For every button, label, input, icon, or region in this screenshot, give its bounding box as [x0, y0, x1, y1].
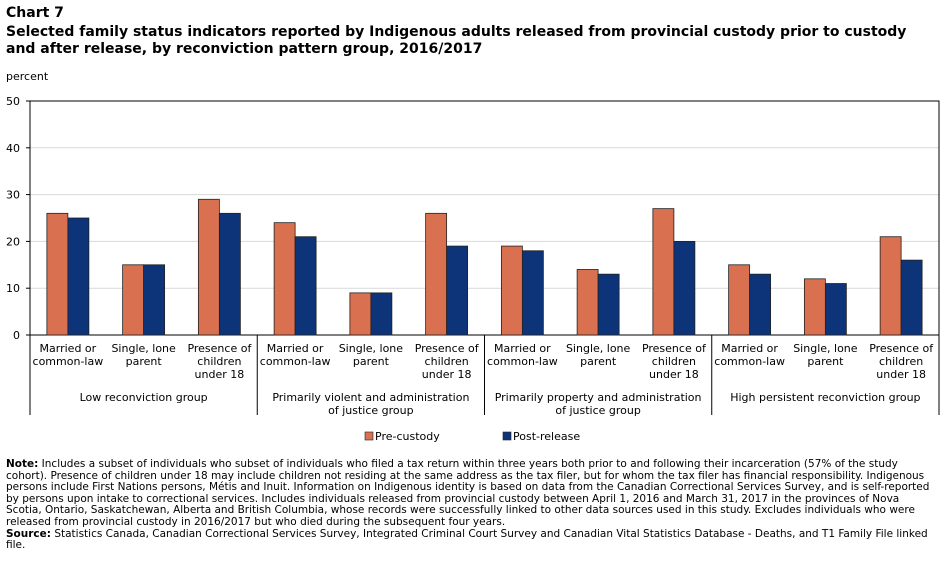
note-label: Note:: [6, 458, 39, 470]
bar-post-release: [294, 236, 317, 336]
y-tick-label: 20: [6, 235, 20, 248]
category-label: under 18: [422, 368, 472, 381]
category-label: Presence of: [642, 342, 707, 355]
source-text: Statistics Canada, Canadian Correctional…: [6, 527, 928, 552]
category-label: Married or: [494, 342, 551, 355]
bar-pre-custody: [122, 264, 145, 336]
bar-post-release: [218, 212, 241, 336]
group-label: of justice group: [555, 404, 641, 417]
category-label: children: [879, 355, 923, 368]
category-label: under 18: [195, 368, 245, 381]
bar-post-release: [749, 273, 772, 336]
y-tick-label: 40: [6, 142, 20, 155]
category-label: common-law: [714, 355, 785, 368]
category-label: Single, lone: [566, 342, 631, 355]
category-label: under 18: [649, 368, 699, 381]
bar-post-release: [370, 292, 393, 336]
bar-pre-custody: [576, 269, 599, 336]
bar-post-release: [446, 245, 469, 336]
y-tick-label: 30: [6, 189, 20, 202]
bar-pre-custody: [46, 212, 69, 336]
category-label: Presence of: [187, 342, 252, 355]
category-label: children: [425, 355, 469, 368]
notes-block: Note: Includes a subset of individuals w…: [6, 458, 938, 552]
source-label: Source:: [6, 527, 51, 540]
bar-pre-custody: [879, 236, 902, 336]
category-label: Single, lone: [793, 342, 858, 355]
bar-post-release: [67, 217, 90, 336]
legend-post-release-swatch: [502, 431, 512, 441]
bar-pre-custody: [273, 222, 296, 336]
bar-post-release: [143, 264, 166, 336]
note-text: Includes a subset of individuals who sub…: [6, 458, 930, 528]
category-label: parent: [353, 355, 390, 368]
category-label: Single, lone: [111, 342, 176, 355]
category-label: under 18: [876, 368, 926, 381]
group-label: Low reconviction group: [80, 391, 208, 404]
legend-pre-custody-label: Pre-custody: [375, 430, 440, 443]
bar-post-release: [673, 240, 696, 336]
bar-pre-custody: [349, 292, 372, 336]
bar-post-release: [521, 250, 544, 336]
y-tick-label: 50: [6, 95, 20, 108]
chart-title: Selected family status indicators report…: [6, 24, 907, 57]
bar-pre-custody: [728, 264, 751, 336]
y-tick-label: 10: [6, 282, 20, 295]
category-label: Married or: [40, 342, 97, 355]
legend-pre-custody-swatch: [364, 431, 374, 441]
group-label: Primarily property and administration: [495, 391, 702, 404]
bar-pre-custody: [197, 198, 220, 336]
category-label: common-law: [487, 355, 558, 368]
group-label: of justice group: [328, 404, 414, 417]
group-label: Primarily violent and administration: [272, 391, 469, 404]
category-label: Married or: [721, 342, 778, 355]
bar-post-release: [824, 283, 847, 336]
category-label: children: [652, 355, 696, 368]
chart-label: Chart 7: [6, 5, 64, 21]
group-label: High persistent reconviction group: [730, 391, 920, 404]
bar-pre-custody: [425, 212, 448, 336]
category-label: common-law: [33, 355, 104, 368]
category-label: Single, lone: [339, 342, 404, 355]
category-label: common-law: [260, 355, 331, 368]
bar-pre-custody: [500, 245, 523, 336]
category-label: children: [197, 355, 241, 368]
y-tick-label: 0: [13, 329, 20, 342]
category-label: Presence of: [415, 342, 480, 355]
category-label: Presence of: [869, 342, 934, 355]
category-label: parent: [580, 355, 617, 368]
category-label: parent: [807, 355, 844, 368]
category-label: parent: [126, 355, 163, 368]
plot-area: [29, 100, 940, 336]
category-label: Married or: [267, 342, 324, 355]
y-axis-label: percent: [6, 70, 49, 83]
bar-pre-custody: [803, 278, 826, 336]
legend-post-release-label: Post-release: [513, 430, 580, 443]
bar-post-release: [597, 273, 620, 336]
bar-post-release: [900, 259, 923, 336]
bar-pre-custody: [652, 208, 675, 336]
